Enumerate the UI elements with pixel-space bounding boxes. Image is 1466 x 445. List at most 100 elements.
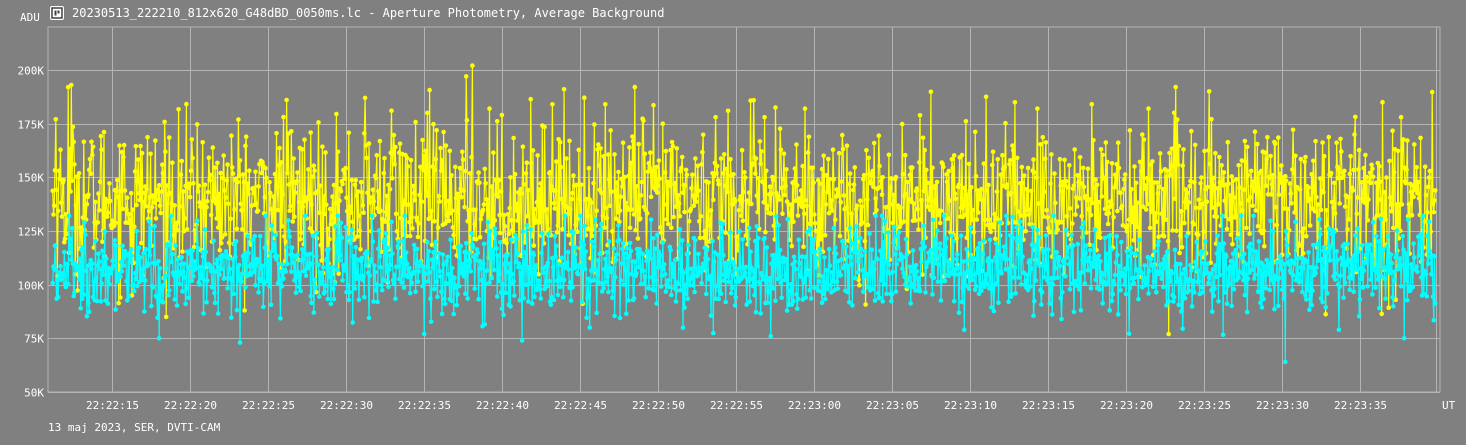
data-point xyxy=(676,281,681,287)
data-point xyxy=(605,274,610,279)
data-point xyxy=(682,209,687,215)
data-point xyxy=(308,293,314,299)
data-point xyxy=(1283,173,1288,179)
data-point xyxy=(1136,237,1142,243)
data-point xyxy=(720,221,725,227)
data-point xyxy=(231,291,237,297)
data-point xyxy=(636,141,641,147)
data-point xyxy=(1427,248,1433,254)
data-point xyxy=(1206,280,1211,286)
data-point xyxy=(460,266,466,272)
data-point xyxy=(691,203,697,208)
data-point xyxy=(1236,275,1241,281)
data-point xyxy=(1168,172,1173,178)
x-tick-label: 22:23:15 xyxy=(1022,399,1075,412)
data-point xyxy=(1249,267,1255,273)
data-point xyxy=(349,177,355,183)
data-point xyxy=(186,295,191,301)
data-point xyxy=(1014,224,1019,230)
data-point xyxy=(1257,190,1262,195)
data-point xyxy=(1070,243,1076,248)
data-point xyxy=(514,201,519,207)
data-point xyxy=(1100,301,1105,306)
data-point xyxy=(694,193,700,198)
data-point xyxy=(972,129,978,135)
data-point xyxy=(872,298,878,303)
data-point xyxy=(1175,117,1180,122)
data-point xyxy=(1265,272,1271,277)
data-point xyxy=(104,214,110,219)
data-point xyxy=(221,153,226,158)
data-point xyxy=(965,258,970,263)
data-point xyxy=(907,172,913,178)
data-point xyxy=(1307,307,1312,313)
data-point xyxy=(1199,249,1204,254)
data-point xyxy=(1324,208,1329,213)
data-point xyxy=(1241,278,1246,283)
data-point xyxy=(1373,285,1378,291)
data-point xyxy=(1101,175,1107,181)
data-point xyxy=(1214,251,1220,256)
data-point xyxy=(1155,191,1161,196)
data-point xyxy=(855,270,861,275)
data-point xyxy=(1202,148,1207,154)
data-point xyxy=(589,233,595,239)
data-point xyxy=(1011,235,1016,241)
data-point xyxy=(749,201,754,207)
data-point xyxy=(346,297,352,303)
data-point xyxy=(976,291,982,297)
data-point xyxy=(1053,200,1058,206)
data-point xyxy=(281,276,286,282)
data-point xyxy=(1170,228,1175,233)
data-point xyxy=(1079,213,1084,219)
data-point xyxy=(1227,193,1233,198)
data-point xyxy=(907,264,913,270)
data-point xyxy=(494,246,499,251)
data-point xyxy=(390,277,396,283)
data-point xyxy=(1173,84,1178,90)
data-point xyxy=(596,142,601,147)
data-point xyxy=(854,203,860,208)
data-point xyxy=(213,269,219,274)
data-point xyxy=(557,140,563,145)
data-point xyxy=(519,338,525,343)
data-point xyxy=(339,235,345,240)
data-point xyxy=(291,156,296,161)
data-point xyxy=(250,264,256,270)
y-tick-label: 50K xyxy=(24,387,44,400)
data-point xyxy=(363,263,369,268)
data-point xyxy=(262,245,268,251)
data-point xyxy=(599,190,604,196)
data-point xyxy=(1224,254,1229,259)
data-point xyxy=(614,252,620,257)
data-point xyxy=(1429,89,1435,95)
data-point xyxy=(1199,175,1204,180)
data-point xyxy=(555,292,561,298)
data-point xyxy=(795,296,801,302)
data-point xyxy=(1003,120,1008,126)
data-point xyxy=(917,288,923,294)
data-point xyxy=(467,264,472,269)
data-point xyxy=(865,222,871,228)
data-point xyxy=(1186,288,1192,294)
data-point xyxy=(1091,264,1097,270)
data-point xyxy=(1035,106,1040,111)
data-point xyxy=(1279,163,1284,168)
data-point xyxy=(367,200,373,205)
data-point xyxy=(1077,196,1082,201)
data-point xyxy=(750,161,756,166)
data-point xyxy=(1009,292,1014,297)
data-point xyxy=(943,245,948,250)
data-point xyxy=(1425,210,1430,215)
data-point xyxy=(767,184,773,189)
data-point xyxy=(429,257,435,263)
data-point xyxy=(1335,258,1340,263)
data-point xyxy=(1074,283,1080,289)
data-point xyxy=(746,278,751,284)
data-point xyxy=(934,254,939,259)
data-point xyxy=(755,263,760,269)
data-point xyxy=(881,239,886,245)
data-point xyxy=(740,237,746,242)
data-point xyxy=(995,244,1001,250)
data-point xyxy=(1075,241,1081,247)
